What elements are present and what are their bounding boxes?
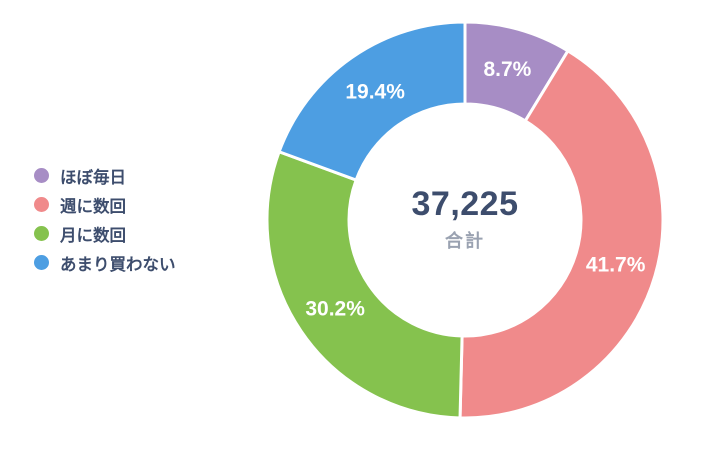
legend-item-1[interactable]: 週に数回 — [34, 194, 176, 216]
legend-label: 月に数回 — [60, 226, 126, 245]
legend-dot-icon — [34, 197, 49, 212]
slice-percentage-label-1: 41.7% — [586, 254, 646, 277]
legend-item-0[interactable]: ほぼ毎日 — [34, 165, 176, 187]
legend-label: あまり買わない — [60, 255, 176, 274]
slice-percentage-label-2: 30.2% — [305, 298, 365, 321]
chart-legend: ほぼ毎日週に数回月に数回あまり買わない — [34, 165, 176, 274]
legend-label: ほぼ毎日 — [60, 168, 126, 187]
legend-dot-icon — [34, 168, 49, 183]
slice-percentage-label-3: 19.4% — [345, 81, 405, 104]
slice-percentage-label-0: 8.7% — [483, 58, 531, 81]
donut-slice-1[interactable] — [458, 48, 665, 420]
legend-label: 週に数回 — [60, 197, 126, 216]
legend-dot-icon — [34, 255, 49, 270]
legend-item-2[interactable]: 月に数回 — [34, 223, 176, 245]
legend-dot-icon — [34, 226, 49, 241]
donut-slice-3[interactable] — [277, 20, 467, 182]
donut-slice-2[interactable] — [265, 149, 464, 420]
legend-item-3[interactable]: あまり買わない — [34, 252, 176, 274]
